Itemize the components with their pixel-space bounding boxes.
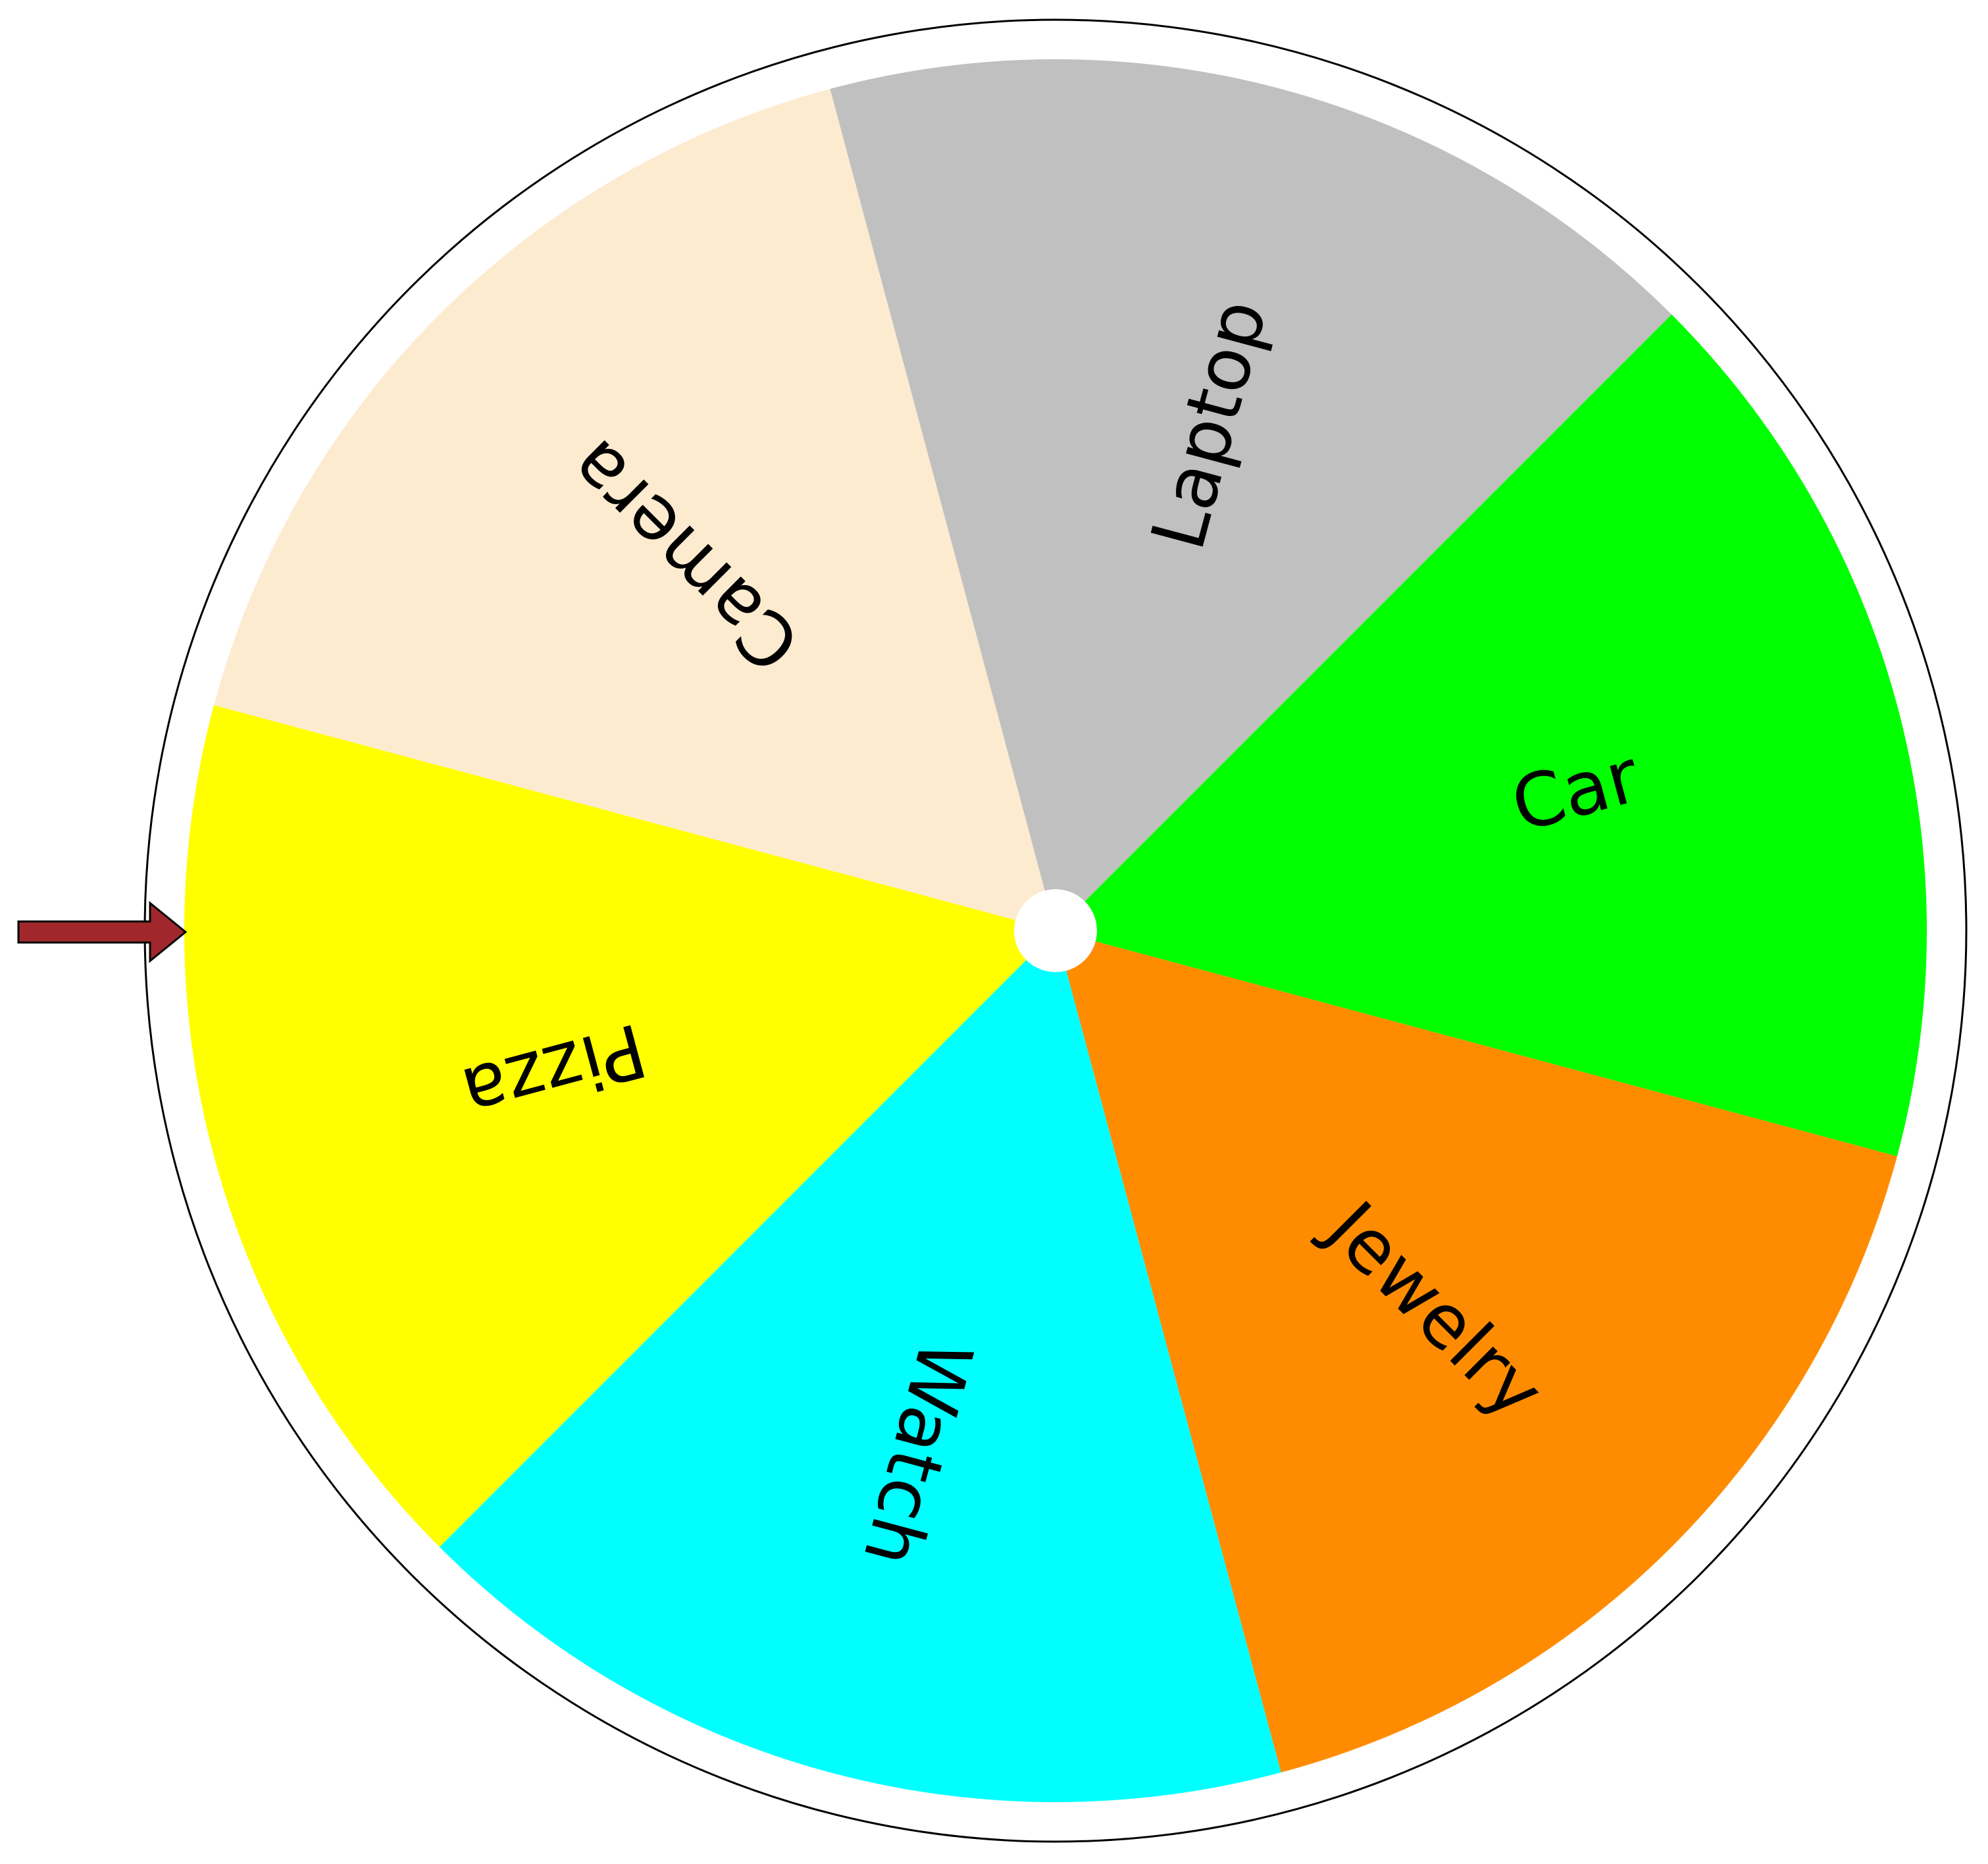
wheel-segments bbox=[184, 59, 1927, 1803]
wheel-segment-camera bbox=[214, 89, 1056, 931]
pointer-arrow-icon bbox=[17, 900, 188, 964]
wheel-segment-watch bbox=[439, 931, 1281, 1803]
wheel-segment-pizza bbox=[184, 705, 1056, 1547]
wheel-segment-car bbox=[1056, 314, 1927, 1156]
wheel-center-hub[interactable] bbox=[1014, 889, 1097, 972]
wheel-segment-laptop bbox=[830, 59, 1672, 931]
wheel-segment-jewelry bbox=[1056, 931, 1897, 1773]
